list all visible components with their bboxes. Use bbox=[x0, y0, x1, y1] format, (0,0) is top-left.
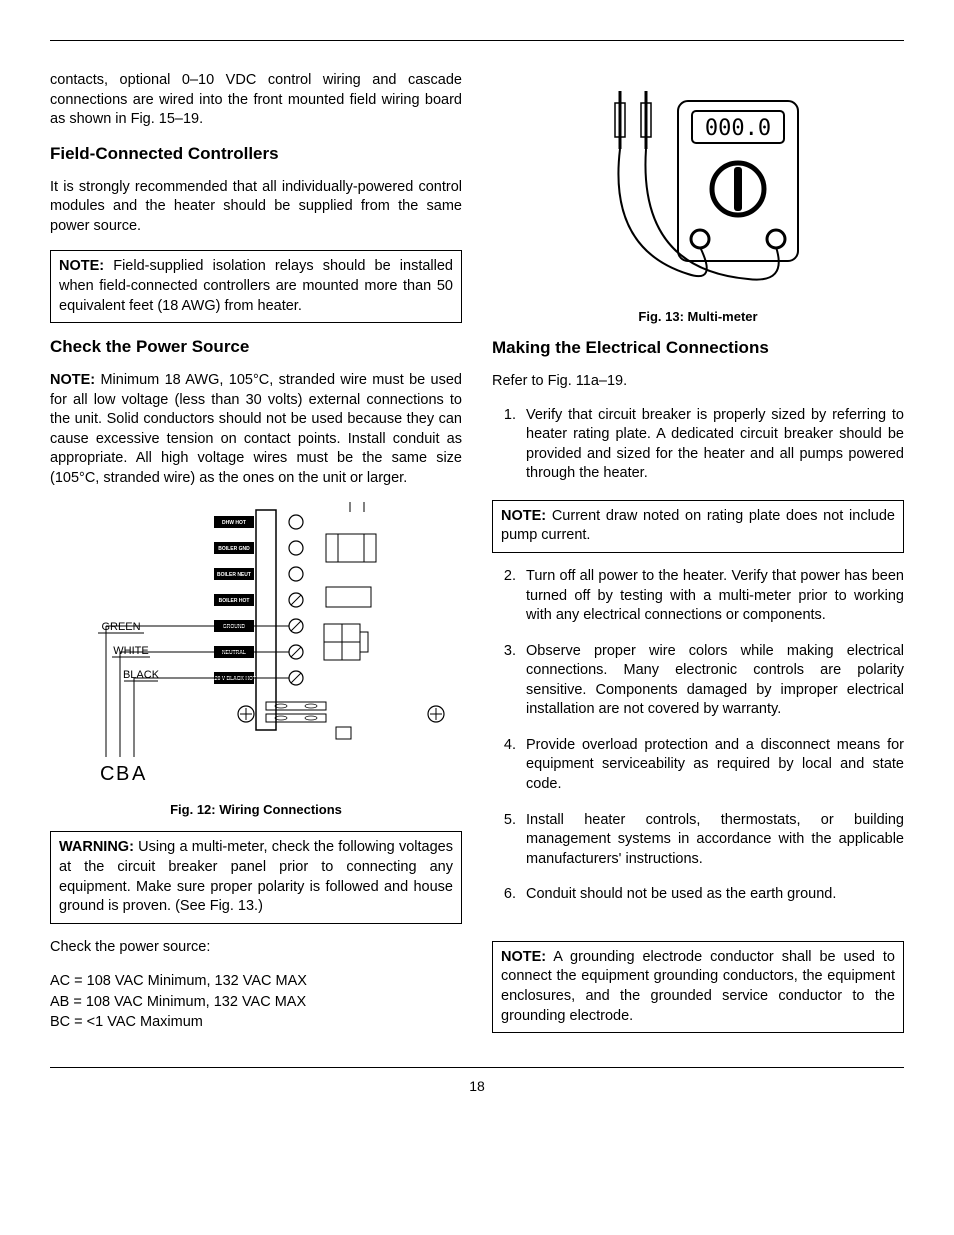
note-label: NOTE: bbox=[501, 508, 546, 524]
note-wire-gauge: NOTE: Minimum 18 AWG, 105°C, stranded wi… bbox=[50, 371, 462, 488]
step-4: Provide overload protection and a discon… bbox=[520, 736, 904, 795]
step-6: Conduit should not be used as the earth … bbox=[520, 885, 904, 905]
note-label: NOTE: bbox=[59, 258, 104, 274]
note-current-draw: NOTE: Current draw noted on rating plate… bbox=[492, 500, 904, 553]
note-label: NOTE: bbox=[50, 372, 95, 388]
step-1: Verify that circuit breaker is properly … bbox=[520, 406, 904, 484]
warning-multimeter: WARNING: Using a multi-meter, check the … bbox=[50, 831, 462, 923]
note-isolation-relays: NOTE: Field-supplied isolation relays sh… bbox=[50, 250, 462, 323]
voltage-check-list: AC = 108 VAC Minimum, 132 VAC MAX AB = 1… bbox=[50, 971, 462, 1032]
svg-text:BLACK: BLACK bbox=[123, 669, 160, 681]
page-number: 18 bbox=[50, 1078, 904, 1094]
heading-making-connections: Making the Electrical Connections bbox=[492, 338, 904, 358]
svg-text:120 V BLACK HOT: 120 V BLACK HOT bbox=[212, 676, 256, 682]
svg-text:GROUND: GROUND bbox=[223, 624, 246, 630]
svg-text:C: C bbox=[100, 763, 114, 785]
steps-list-cont: Turn off all power to the heater. Verify… bbox=[492, 567, 904, 905]
warning-label: WARNING: bbox=[59, 839, 134, 855]
svg-text:BOILER NEUT: BOILER NEUT bbox=[217, 572, 251, 578]
svg-text:GREEN: GREEN bbox=[101, 621, 140, 633]
svg-text:A: A bbox=[132, 763, 146, 785]
step-3: Observe proper wire colors while making … bbox=[520, 642, 904, 720]
note-label: NOTE: bbox=[501, 949, 546, 965]
field-paragraph: It is strongly recommended that all indi… bbox=[50, 178, 462, 237]
right-column: 000.0 Fig. 13: Multi-meter Making the El… bbox=[492, 71, 904, 1047]
heading-check-power: Check the Power Source bbox=[50, 337, 462, 357]
two-column-layout: contacts, optional 0–10 VDC control wiri… bbox=[50, 71, 904, 1047]
heading-field-connected: Field-Connected Controllers bbox=[50, 144, 462, 164]
svg-text:BOILER HOT: BOILER HOT bbox=[219, 598, 250, 604]
note-body: Field-supplied isolation relays should b… bbox=[59, 258, 453, 313]
svg-text:000.0: 000.0 bbox=[705, 116, 771, 141]
fig13-caption: Fig. 13: Multi-meter bbox=[492, 309, 904, 324]
svg-text:DHW HOT: DHW HOT bbox=[222, 520, 246, 526]
note-grounding-electrode: NOTE: A grounding electrode conductor sh… bbox=[492, 941, 904, 1033]
intro-paragraph: contacts, optional 0–10 VDC control wiri… bbox=[50, 71, 462, 130]
note-body: Current draw noted on rating plate does … bbox=[501, 508, 895, 544]
check-intro: Check the power source: bbox=[50, 938, 462, 958]
step-5: Install heater controls, thermostats, or… bbox=[520, 811, 904, 870]
svg-text:NEUTRAL: NEUTRAL bbox=[222, 650, 246, 656]
svg-text:B: B bbox=[116, 763, 129, 785]
fig12-caption: Fig. 12: Wiring Connections bbox=[50, 802, 462, 817]
step-2: Turn off all power to the heater. Verify… bbox=[520, 567, 904, 626]
check-ab: AB = 108 VAC Minimum, 132 VAC MAX bbox=[50, 992, 462, 1012]
refer-text: Refer to Fig. 11a–19. bbox=[492, 372, 904, 392]
note-body: A grounding electrode conductor shall be… bbox=[501, 949, 895, 1024]
steps-list: Verify that circuit breaker is properly … bbox=[492, 406, 904, 484]
fig13-multimeter: 000.0 bbox=[568, 79, 828, 299]
svg-text:WHITE: WHITE bbox=[113, 645, 148, 657]
left-column: contacts, optional 0–10 VDC control wiri… bbox=[50, 71, 462, 1047]
page-content: contacts, optional 0–10 VDC control wiri… bbox=[50, 40, 904, 1068]
svg-text:BOILER GND: BOILER GND bbox=[218, 546, 250, 552]
check-ac: AC = 108 VAC Minimum, 132 VAC MAX bbox=[50, 971, 462, 991]
fig12-wiring-diagram: DHW HOT BOILER GND BOILER NEUT BOILER HO… bbox=[66, 502, 446, 792]
check-bc: BC = <1 VAC Maximum bbox=[50, 1012, 462, 1032]
note-body: Minimum 18 AWG, 105°C, stranded wire mus… bbox=[50, 372, 462, 486]
